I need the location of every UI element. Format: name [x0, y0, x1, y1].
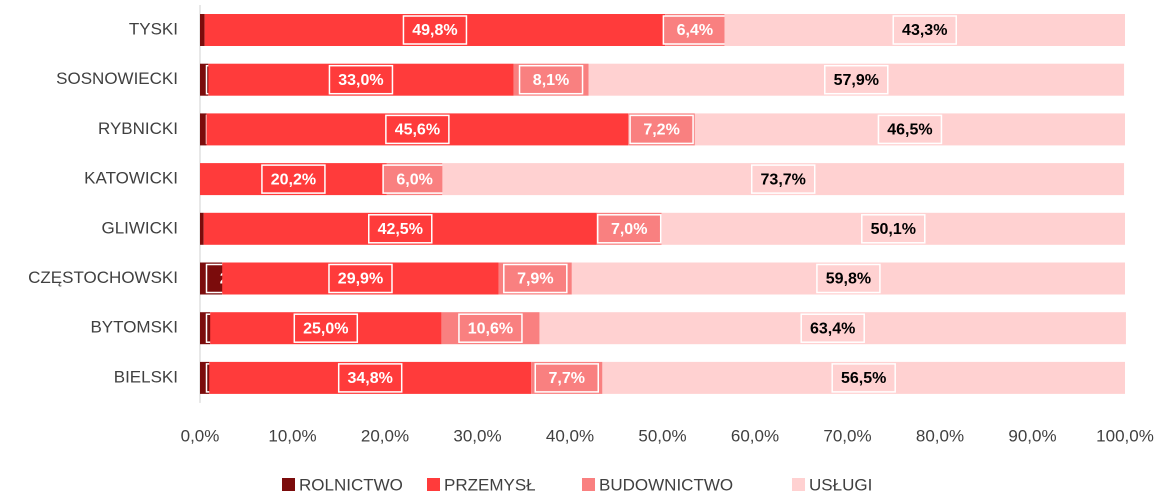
data-label: 7,2% — [643, 122, 679, 139]
y-tick-label: SOSNOWIECKI — [56, 69, 178, 88]
data-label: 20,2% — [271, 171, 316, 188]
data-label: 10,6% — [468, 320, 513, 337]
data-label-box — [892, 15, 957, 45]
legend-label: ROLNICTWO — [299, 475, 403, 494]
data-label: 49,8% — [412, 22, 457, 39]
legend-swatch — [427, 478, 440, 491]
data-label: 56,5% — [841, 370, 886, 387]
data-label-box — [368, 214, 433, 244]
bar-segment — [200, 14, 205, 46]
legend-label: BUDOWNICTWO — [599, 475, 733, 494]
data-label-box — [402, 15, 468, 45]
data-label-box — [293, 313, 359, 343]
data-label-box — [831, 363, 896, 393]
y-tick-label: KATOWICKI — [84, 169, 178, 188]
x-tick-label: 50,0% — [638, 426, 686, 445]
y-tick-label: TYSKI — [129, 19, 178, 38]
data-label: 63,4% — [810, 320, 855, 337]
data-label-box — [382, 164, 447, 194]
x-tick-label: 10,0% — [268, 426, 316, 445]
x-tick-label: 80,0% — [916, 426, 964, 445]
data-label-box — [458, 313, 523, 343]
data-label: 34,8% — [348, 370, 393, 387]
legend-label: PRZEMYSŁ — [444, 475, 536, 494]
data-label: 8,1% — [533, 72, 569, 89]
data-label: 42,5% — [378, 221, 423, 238]
data-label-box — [518, 64, 584, 95]
data-label: 59,8% — [826, 271, 871, 288]
x-tick-label: 90,0% — [1008, 426, 1056, 445]
legend-swatch — [282, 478, 295, 491]
data-label-box — [596, 214, 662, 244]
data-label-box — [328, 64, 394, 95]
y-tick-label: GLIWICKI — [101, 218, 178, 237]
data-label-box — [385, 114, 450, 145]
x-tick-label: 40,0% — [546, 426, 594, 445]
data-label-box — [800, 313, 865, 343]
data-label: 7,9% — [517, 271, 553, 288]
data-label: 50,1% — [871, 221, 916, 238]
data-label: 46,5% — [887, 122, 932, 139]
data-label-box — [861, 214, 926, 244]
data-label: 73,7% — [761, 171, 806, 188]
x-tick-label: 100,0% — [1096, 426, 1154, 445]
data-label: 6,0% — [396, 171, 432, 188]
y-tick-label: RYBNICKI — [98, 119, 178, 138]
bar-segment — [200, 312, 211, 345]
data-label: 7,0% — [611, 221, 647, 238]
data-label: 33,0% — [338, 72, 383, 89]
bar-segment — [200, 113, 207, 146]
data-label: 45,6% — [395, 122, 440, 139]
data-label-box — [877, 114, 943, 145]
data-label-box — [503, 263, 568, 294]
legend-swatch — [792, 478, 805, 491]
data-label: 57,9% — [834, 72, 879, 89]
y-tick-label: CZĘSTOCHOWSKI — [28, 268, 178, 287]
bar-segment — [200, 361, 210, 394]
data-label-box — [328, 263, 393, 294]
data-label: 6,4% — [677, 22, 713, 39]
data-label-box — [534, 363, 600, 393]
legend-label: USŁUGI — [809, 475, 872, 494]
y-tick-label: BYTOMSKI — [90, 318, 178, 337]
bar-segment — [200, 63, 209, 96]
data-label-box — [816, 263, 881, 294]
data-label-box — [824, 64, 889, 95]
data-label-box — [261, 164, 326, 194]
x-tick-label: 20,0% — [361, 426, 409, 445]
x-tick-label: 30,0% — [453, 426, 501, 445]
data-label: 7,7% — [549, 370, 585, 387]
data-label: 25,0% — [303, 320, 348, 337]
data-label: 43,3% — [902, 22, 947, 39]
y-tick-label: BIELSKI — [114, 367, 178, 386]
x-tick-label: 70,0% — [823, 426, 871, 445]
data-label-box — [337, 363, 403, 393]
legend-swatch — [582, 478, 595, 491]
bar-segment — [200, 212, 204, 245]
data-label-box — [629, 114, 694, 145]
data-label-box — [750, 164, 816, 194]
x-tick-label: 60,0% — [731, 426, 779, 445]
x-tick-label: 0,0% — [181, 426, 220, 445]
data-label: 29,9% — [338, 271, 383, 288]
data-label-box — [662, 15, 728, 45]
